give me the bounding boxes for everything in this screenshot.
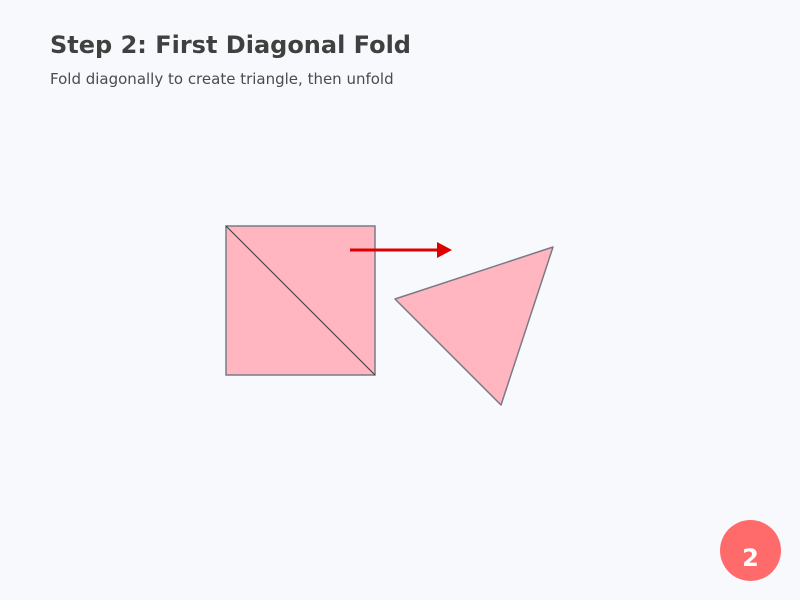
diagonal-crease-line xyxy=(225,225,376,376)
step-title: Step 2: First Diagonal Fold xyxy=(50,31,411,59)
fold-direction-arrow xyxy=(350,242,452,258)
unfolded-square-paper xyxy=(225,225,376,376)
step-number-badge: 2 xyxy=(720,520,781,581)
step-instruction: Fold diagonally to create triangle, then… xyxy=(50,70,394,88)
arrow-head-icon xyxy=(437,242,452,258)
folded-triangle-paper xyxy=(394,246,554,406)
